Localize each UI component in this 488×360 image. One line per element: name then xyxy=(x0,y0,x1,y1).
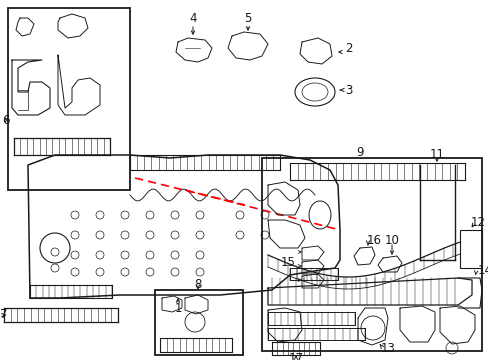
Text: 9: 9 xyxy=(356,145,363,158)
Text: 15: 15 xyxy=(281,256,295,269)
Bar xyxy=(459,230,481,268)
Bar xyxy=(8,8,130,190)
Text: 14: 14 xyxy=(477,264,488,276)
Text: 17: 17 xyxy=(288,351,303,360)
Text: 11: 11 xyxy=(428,148,444,162)
Text: 5: 5 xyxy=(244,12,251,24)
Bar xyxy=(155,290,243,355)
Text: 4: 4 xyxy=(189,12,196,24)
Text: 8: 8 xyxy=(194,278,201,291)
Text: 6: 6 xyxy=(2,113,9,126)
Text: 7: 7 xyxy=(0,309,7,321)
Text: 12: 12 xyxy=(469,216,485,229)
Text: 3: 3 xyxy=(345,84,352,96)
Text: 2: 2 xyxy=(345,41,352,54)
Text: 1: 1 xyxy=(174,302,182,315)
Bar xyxy=(262,158,481,351)
Text: 16: 16 xyxy=(366,234,381,247)
Text: 10: 10 xyxy=(384,234,399,247)
Text: 13: 13 xyxy=(380,342,395,355)
